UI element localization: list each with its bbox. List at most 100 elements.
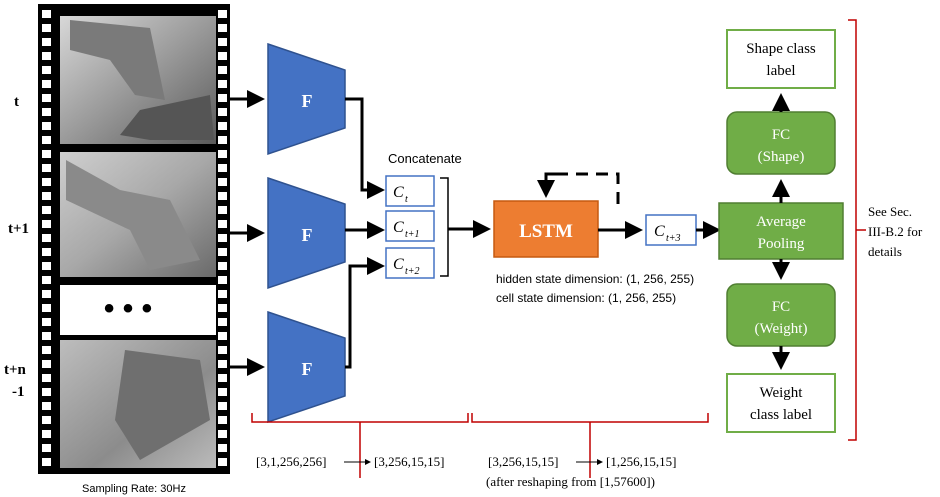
film-sprocket-hole [218,248,227,256]
film-sprocket-hole [218,192,227,200]
film-sprocket-hole [218,360,227,368]
note-line3: details [868,244,902,259]
dim-left-in: [3,1,256,256] [256,454,326,469]
encoder-t1: F [267,176,346,290]
film-sprocket-hole [218,108,227,116]
film-sprocket-hole [42,360,51,368]
feature-ct3: C t+3 [645,214,697,246]
film-sprocket-hole [218,94,227,102]
concat-brace [440,177,449,277]
dim-right-out: [1,256,15,15] [606,454,676,469]
film-sprocket-hole [42,150,51,158]
film-sprocket-hole [42,290,51,298]
cell-state-dimension: cell state dimension: (1, 256, 255) [496,291,676,305]
lstm-label: LSTM [519,221,573,242]
label-tn-minus1: -1 [12,384,25,400]
film-sprocket-hole [218,10,227,18]
shape-class-label-line2: label [766,63,795,79]
film-sprocket-hole [42,80,51,88]
note-line2: III-B.2 for [868,224,923,239]
encoder-tn: F [267,310,346,424]
encoder-label: F [302,359,313,379]
hidden-state-dimension: hidden state dimension: (1, 256, 255) [496,272,694,286]
weight-class-label-line2: class label [750,407,812,423]
dim-right-note: (after reshaping from [1,57600]) [486,474,655,489]
film-sprocket-hole [218,178,227,186]
film-sprocket-hole [218,122,227,130]
heads-bracket [848,19,866,441]
encoder-label: F [302,91,313,111]
film-sprocket-hole [42,52,51,60]
arrow-enc-ct [345,97,385,199]
average-pooling-line2: Pooling [758,236,805,252]
film-sprocket-hole [218,332,227,340]
label-t1: t+1 [8,221,29,237]
film-sprocket-hole [218,52,227,60]
film-sprocket-hole [42,374,51,382]
film-strip: • • • [38,4,230,474]
label-t: t [14,94,19,110]
film-sprocket-hole [218,24,227,32]
shape-class-label-line1: Shape class [746,41,816,57]
film-sprocket-hole [42,220,51,228]
film-gap [60,285,216,335]
film-sprocket-hole [218,80,227,88]
frame-t-hand [120,95,214,140]
fc-weight-line1: FC [772,299,790,315]
film-sprocket-hole [42,402,51,410]
frame-t-object [70,20,165,100]
film-sprocket-hole [42,136,51,144]
fc-weight-line2: (Weight) [755,321,808,337]
film-sprocket-hole [42,388,51,396]
film-sprocket-hole [218,304,227,312]
film-sprocket-hole [42,430,51,438]
feature-ct: C t [385,175,435,207]
film-sprocket-hole [42,248,51,256]
feature-ct1: C t+1 [385,210,435,242]
film-sprocket-hole [218,402,227,410]
weight-class-label-line1: Weight [760,385,804,401]
film-sprocket-hole [42,332,51,340]
film-sprocket-hole [42,304,51,312]
film-sprocket-hole [42,318,51,326]
svg-text:C: C [393,256,404,273]
svg-text:C: C [654,223,665,240]
concatenate-title: Concatenate [388,151,462,166]
film-sprocket-hole [42,458,51,466]
film-sprocket-hole [218,262,227,270]
film-sprocket-hole [42,192,51,200]
lstm-block [493,200,599,258]
frame-t1-object [66,160,200,270]
film-sprocket-hole [42,444,51,452]
dim-left-out: [3,256,15,15] [374,454,444,469]
film-sprocket-hole [42,346,51,354]
arrow-enc-ct2 [345,257,385,369]
lstm-recurrent-arrow [537,172,556,198]
film-sprocket-hole [42,178,51,186]
film-sprocket-hole [42,234,51,242]
film-sprocket-hole [42,66,51,74]
shape-class-label-box [726,29,836,89]
note-line1: See Sec. [868,204,912,219]
dim-right-in: [3,256,15,15] [488,454,558,469]
film-sprocket-hole [218,220,227,228]
film-sprocket-hole [42,416,51,424]
film-sprocket-hole [218,388,227,396]
film-sprocket-hole [218,136,227,144]
average-pooling-line1: Average [756,214,806,230]
film-sprocket-hole [218,444,227,452]
film-sprocket-hole [42,94,51,102]
film-sprocket-hole [218,416,227,424]
film-sprocket-hole [42,38,51,46]
film-sprocket-hole [42,122,51,130]
film-sprocket-hole [218,290,227,298]
film-sprocket-hole [218,234,227,242]
film-sprocket-hole [218,66,227,74]
film-sprocket-hole [218,430,227,438]
film-sprocket-hole [42,108,51,116]
film-sprocket-hole [42,164,51,172]
svg-text:C: C [393,219,404,236]
film-sprocket-hole [42,206,51,214]
lstm-recurrent-loop [556,172,620,208]
